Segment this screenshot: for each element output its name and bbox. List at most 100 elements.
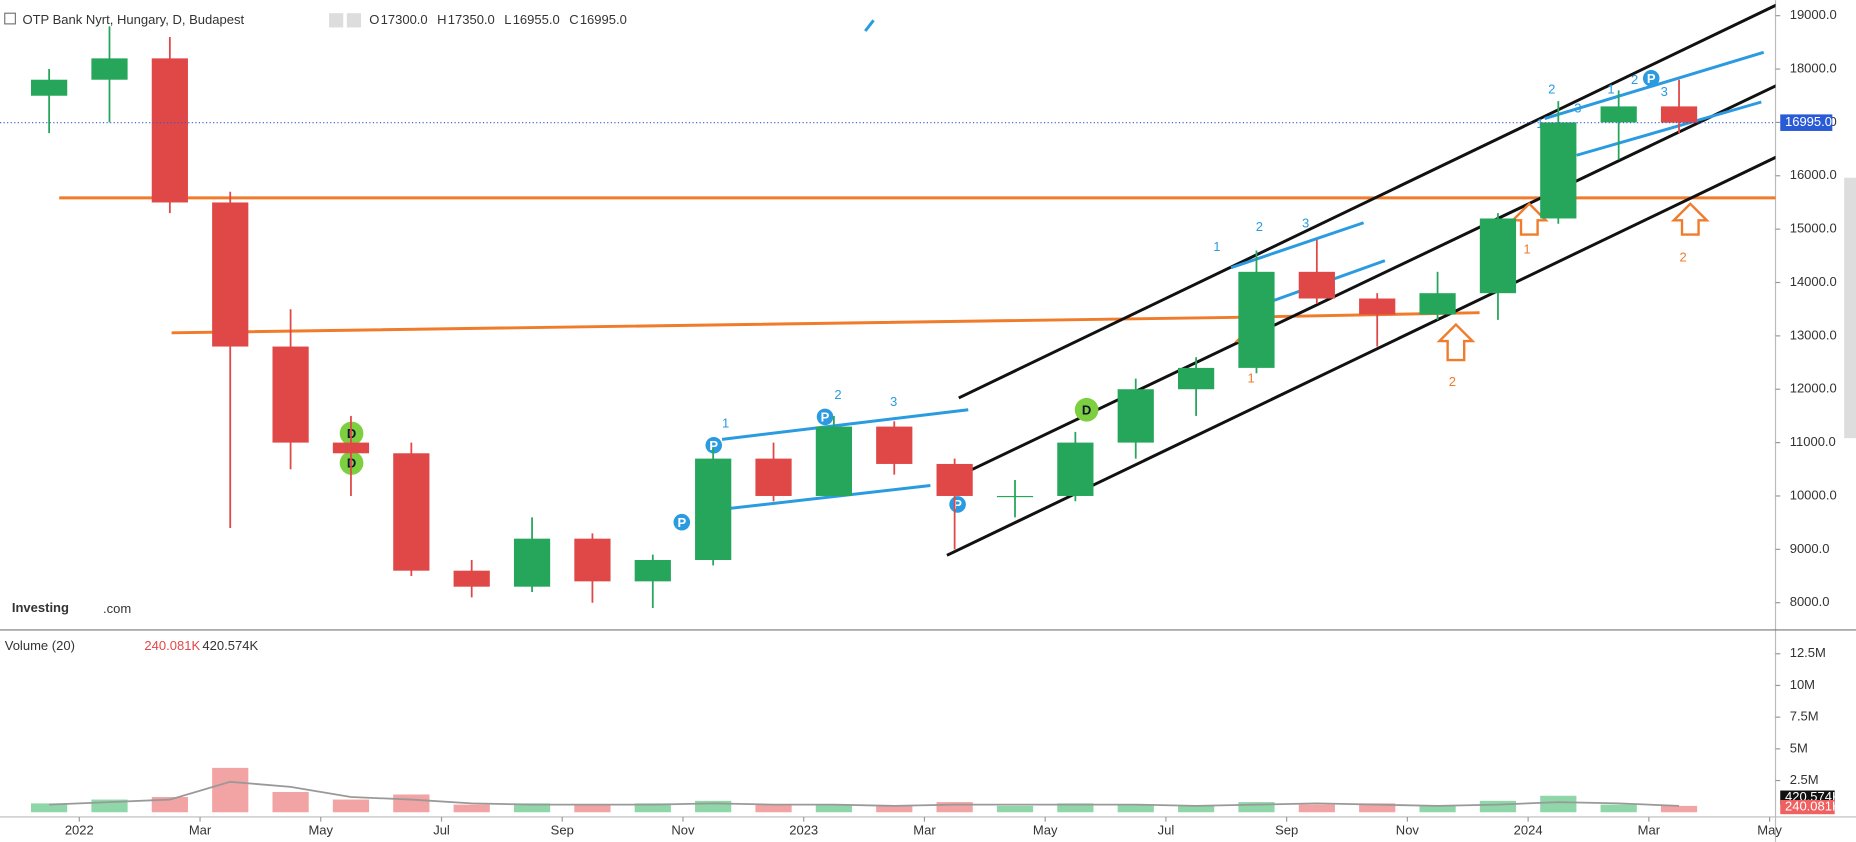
volume-title: Volume (20) <box>5 638 75 653</box>
y-tick-label: 16000.0 <box>1790 167 1837 182</box>
candles <box>31 26 1698 609</box>
arrow <box>1670 202 1710 236</box>
x-tick-label: May <box>1033 823 1058 838</box>
blue-line <box>1230 221 1365 270</box>
y-tick-label: 19000.0 <box>1790 7 1837 22</box>
volume-bar <box>1177 805 1215 813</box>
y-tick-label: 10M <box>1790 677 1815 692</box>
volume-bar <box>1419 805 1456 813</box>
volume-bar <box>936 802 973 813</box>
volume-bar <box>755 804 792 813</box>
volume-bar <box>815 804 853 813</box>
candle-body <box>634 560 671 582</box>
volume-bar <box>1117 804 1154 813</box>
arrow <box>1436 322 1476 362</box>
candle-body <box>936 463 973 496</box>
ohlc-key: L <box>504 12 511 27</box>
orange-label: 2 <box>1449 374 1456 389</box>
y-tick-label: 2.5M <box>1790 772 1819 787</box>
event-marker[interactable] <box>816 408 834 426</box>
wave-label: 2 <box>1548 82 1555 97</box>
event-marker[interactable] <box>673 513 691 531</box>
wave-label: 1 <box>1213 239 1220 254</box>
event-marker[interactable] <box>1074 397 1099 422</box>
volume-last-tag: 240.081K <box>1785 799 1841 814</box>
x-tick-label: Mar <box>189 823 212 838</box>
ohlc-value: 16955.0 <box>513 12 560 27</box>
candle-body <box>1177 367 1215 390</box>
blue-line <box>721 408 969 441</box>
candle-body <box>332 442 370 454</box>
event-marker-label: P <box>953 497 962 512</box>
wave-label: 1 <box>722 415 729 430</box>
wave-label: 3 <box>1661 84 1668 99</box>
ohlc-key: C <box>569 12 578 27</box>
volume-bar <box>695 800 732 813</box>
orange-label: 1 <box>1523 241 1530 256</box>
candle-body <box>31 79 68 96</box>
x-tick-label: 2022 <box>65 823 94 838</box>
arrow <box>1509 202 1549 236</box>
candle-body <box>755 458 792 496</box>
x-tick-label: Sep <box>551 823 574 838</box>
candle-body <box>272 346 309 443</box>
candle-body <box>91 58 128 80</box>
x-tick-label: Sep <box>1275 823 1298 838</box>
pen-mark <box>864 19 875 32</box>
x-tick-label: May <box>308 823 333 838</box>
volume-bar <box>513 803 551 813</box>
candle-body <box>1479 218 1517 294</box>
candle-body <box>695 458 732 561</box>
channel-line <box>946 155 1776 557</box>
wave-label: 2 <box>834 387 841 402</box>
x-tick-label: Jul <box>1158 823 1175 838</box>
settings-icon[interactable] <box>346 13 362 28</box>
settings-icon[interactable] <box>329 13 344 28</box>
volume-bar <box>393 794 430 813</box>
candle-body <box>1057 442 1094 496</box>
candle-body <box>151 58 188 203</box>
x-tick-label: 2023 <box>789 823 818 838</box>
y-tick-label: 10000.0 <box>1790 487 1837 502</box>
collapse-icon[interactable] <box>4 12 16 25</box>
y-tick-label: 15000.0 <box>1790 221 1837 236</box>
wave-label: 3 <box>1574 101 1581 116</box>
candle-body <box>212 202 249 347</box>
wave-label: 1 <box>1607 82 1614 97</box>
volume-bar <box>31 803 68 813</box>
event-marker[interactable] <box>705 436 723 454</box>
event-marker-label: P <box>677 515 686 530</box>
volume-bar <box>876 805 913 813</box>
x-tick-label: Mar <box>1638 823 1661 838</box>
wave-label: 2 <box>1631 72 1638 87</box>
ohlc-key: H <box>437 12 446 27</box>
event-marker[interactable] <box>949 496 966 513</box>
volume-bar <box>996 805 1034 813</box>
candle-body <box>1419 293 1456 315</box>
wave-label: 3 <box>890 394 897 409</box>
x-tick-label: Mar <box>913 823 936 838</box>
y-tick-label: 14000.0 <box>1790 274 1837 289</box>
event-marker[interactable] <box>1642 70 1660 87</box>
volume-bar <box>1298 804 1335 813</box>
volume-bar <box>1479 800 1517 813</box>
last-price-box <box>1780 114 1833 131</box>
orange-line <box>171 311 1480 335</box>
logo-suffix: .com <box>103 601 131 616</box>
candle-body <box>815 426 853 496</box>
y-tick-label: 8000.0 <box>1790 594 1830 609</box>
candle-body <box>1540 122 1577 219</box>
y-tick-label: 5M <box>1790 740 1808 755</box>
volume-ma-value: 420.574K <box>202 638 258 653</box>
volume-bar <box>332 799 370 813</box>
volume-bar <box>634 803 671 813</box>
ohlc-value: 16995.0 <box>580 12 627 27</box>
channel-line <box>958 3 1776 400</box>
header: OTP Bank Nyrt, Hungary, D, Budapest <box>4 12 244 27</box>
candle-body <box>1660 106 1698 123</box>
x-tick-label: May <box>1757 823 1782 838</box>
candle-body <box>513 538 551 587</box>
y-tick-label: 9000.0 <box>1790 541 1830 556</box>
wave-label: 3 <box>1302 215 1309 230</box>
volume-bar <box>1540 795 1577 813</box>
